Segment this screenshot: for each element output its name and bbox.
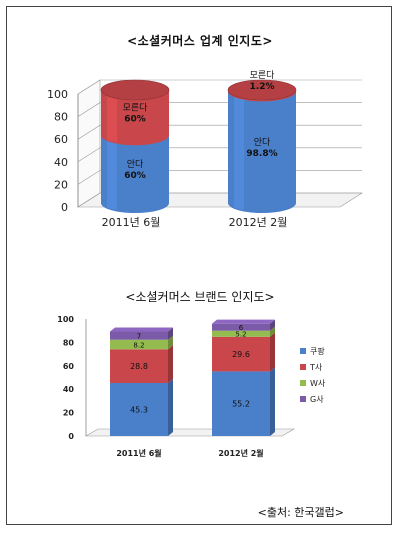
y-tick-label: 80 [54, 111, 68, 124]
bar-side [270, 367, 275, 436]
source-note: <출처: 한국갤럽> [257, 506, 344, 519]
data-label: 안다 [127, 159, 144, 170]
legend-label: W사 [310, 379, 326, 388]
data-label: 98.8% [246, 149, 277, 159]
legend-swatch [300, 380, 306, 386]
cylinder-highlight [107, 90, 117, 143]
bar-segment [110, 331, 168, 340]
data-label: 7 [137, 333, 141, 341]
y-tick-label: 0 [68, 432, 74, 441]
x-tick-label: 2011년 6월 [116, 448, 161, 458]
cylinder-highlight [234, 91, 244, 210]
legend-swatch [300, 364, 306, 370]
bar-side [270, 326, 275, 337]
x-tick-label: 2012년 2월 [229, 216, 288, 229]
data-label: 29.6 [232, 350, 250, 359]
bar-side [270, 332, 275, 372]
bar-segment [212, 330, 270, 337]
data-label: 5.2 [235, 331, 246, 339]
x-tick-label: 2011년 6월 [102, 216, 161, 229]
data-label: 45.3 [130, 405, 148, 414]
cylinder-segment [228, 91, 296, 213]
cylinder-top [100, 79, 170, 101]
cylinder-segment [101, 90, 169, 146]
y-tick-label: 20 [63, 409, 75, 418]
chart1-title: <소셜커머스 업계 인지도> [127, 34, 273, 48]
bar-segment [212, 323, 270, 331]
y-tick-label: 40 [54, 156, 68, 169]
data-label: 60% [124, 115, 146, 125]
cylinder-top [227, 79, 297, 101]
gridline [77, 79, 362, 95]
data-label: 55.2 [232, 400, 250, 409]
legend-label: G사 [310, 395, 324, 404]
bar-side [168, 378, 173, 436]
y-tick-label: 0 [61, 201, 68, 214]
cylinder-segment [101, 135, 169, 213]
data-label: 1.2% [250, 82, 275, 92]
bar-segment [110, 382, 168, 436]
legend-label: 쿠팡 [310, 346, 325, 356]
chart2-title: <소셜커머스 브랜드 인지도> [125, 290, 275, 304]
bar-side [168, 335, 173, 350]
y-tick-label: 40 [63, 385, 75, 394]
data-label: 8.2 [133, 342, 144, 350]
chart-frame [6, 6, 392, 525]
legend-label: T사 [309, 363, 323, 372]
bar-top [212, 319, 275, 324]
bar-segment [110, 349, 168, 383]
y-tick-label: 80 [63, 338, 75, 347]
legend-swatch [300, 348, 306, 354]
bar-segment [212, 336, 270, 372]
cylinder-highlight [107, 135, 117, 210]
data-label: 60% [124, 171, 146, 181]
bar-side [270, 319, 275, 331]
y-tick-label: 100 [57, 315, 74, 324]
bar-side [168, 327, 173, 340]
data-label: 모른다 [250, 70, 276, 81]
data-label: 안다 [254, 137, 271, 148]
legend-swatch [300, 396, 306, 402]
bar-segment [110, 339, 168, 350]
y-tick-label: 100 [47, 88, 68, 101]
bar-top [110, 327, 173, 332]
y-tick-label: 20 [54, 178, 68, 191]
y-tick-label: 60 [54, 133, 68, 146]
x-tick-label: 2012년 2월 [218, 448, 263, 458]
y-tick-label: 60 [63, 362, 75, 371]
bar-side [168, 345, 173, 383]
data-label: 6 [239, 324, 244, 332]
data-label: 28.8 [130, 362, 148, 371]
data-label: 모른다 [123, 103, 149, 114]
bar-segment [212, 371, 270, 436]
